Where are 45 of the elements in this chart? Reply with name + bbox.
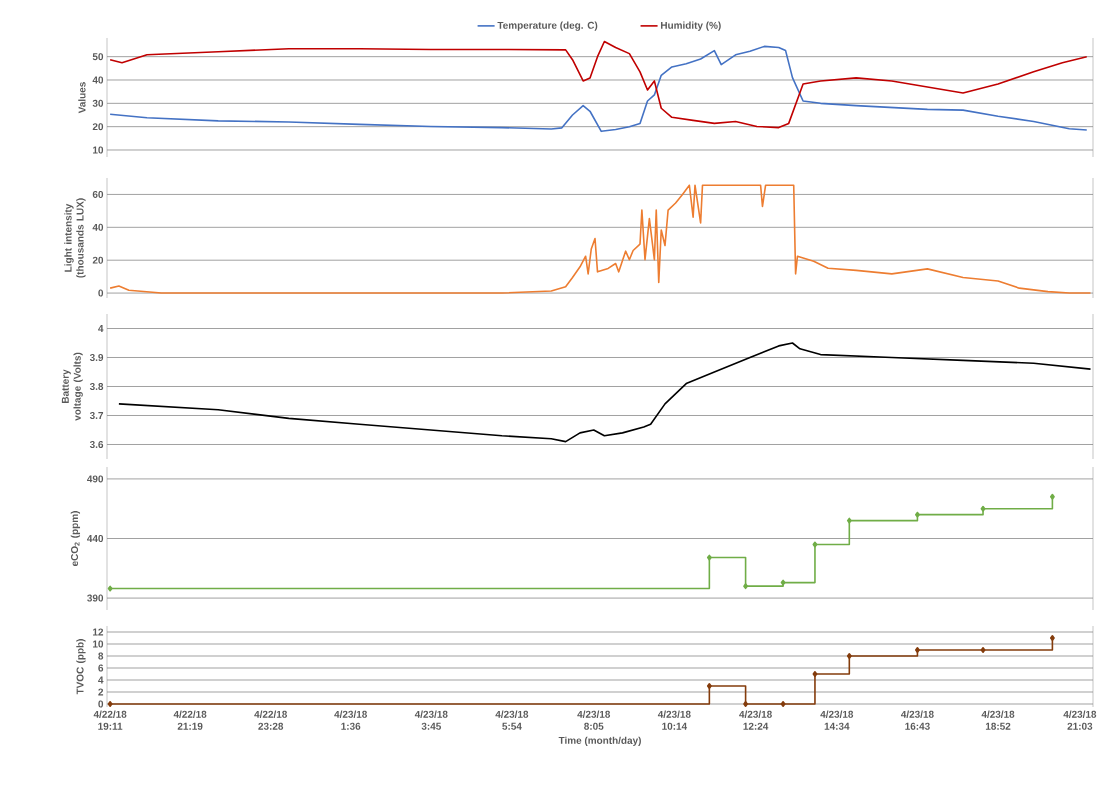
y-tick-label: 12 <box>93 628 104 636</box>
x-tick-label: 4/23/18 10:14 <box>657 710 691 730</box>
x-tick-label: 4/23/18 12:24 <box>739 710 772 730</box>
legend-label: Humidity (%) <box>661 21 721 31</box>
y-axis-title: Light intensity (thousands LUX) <box>64 198 86 278</box>
x-tick-label: 4/22/18 23:28 <box>254 710 288 730</box>
y-tick-label: 10 <box>93 146 104 154</box>
x-tick-label: 4/23/18 18:52 <box>981 710 1015 730</box>
x-tick-label: 4/22/18 21:19 <box>173 710 207 730</box>
x-tick-label: 4/23/18 3:45 <box>414 710 448 730</box>
y-tick-label: 20 <box>92 123 104 131</box>
y-tick-label: 390 <box>87 594 104 602</box>
y-tick-label: 3.7 <box>89 411 104 420</box>
y-axis-title: Battery voltage (Volts) <box>61 352 83 421</box>
y-tick-label: 40 <box>92 76 104 84</box>
x-tick-label: 4/23/18 21:03 <box>1063 710 1097 730</box>
y-tick-label: 3.8 <box>89 382 104 391</box>
x-tick-label: 4/23/18 8:05 <box>577 710 611 730</box>
y-tick-label: 60 <box>92 190 104 198</box>
y-tick-label: 2 <box>98 688 104 696</box>
y-axis-title: TVOC (ppb) <box>76 639 86 695</box>
y-tick-label: 440 <box>87 534 104 543</box>
y-tick-label: 30 <box>92 99 104 107</box>
y-tick-label: 0 <box>98 289 104 297</box>
y-tick-label: 490 <box>87 475 104 483</box>
x-tick-label: 4/22/18 19:11 <box>93 710 127 730</box>
x-tick-label: 4/23/18 5:54 <box>495 710 529 730</box>
legend-label: Temperature (deg. C) <box>497 21 598 31</box>
y-tick-label: 8 <box>98 652 104 660</box>
x-tick-label: 4/23/18 16:43 <box>900 710 934 730</box>
y-axis-title: eCO$_{2}$ (ppm) <box>70 511 81 567</box>
x-tick-label: 4/23/18 1:36 <box>334 710 368 730</box>
y-tick-label: 3.6 <box>89 440 104 449</box>
y-tick-label: 0 <box>98 700 104 708</box>
y-tick-label: 4 <box>98 325 104 332</box>
x-axis-title: Time (month/day) <box>558 736 641 746</box>
y-tick-label: 20 <box>92 256 104 264</box>
y-tick-label: 50 <box>92 53 104 61</box>
y-tick-label: 40 <box>92 223 104 231</box>
y-tick-label: 3.9 <box>89 353 104 362</box>
x-tick-label: 4/23/18 14:34 <box>820 710 854 730</box>
y-tick-label: 4 <box>98 676 104 684</box>
y-tick-label: 6 <box>98 664 104 672</box>
y-tick-label: 10 <box>93 640 104 648</box>
y-axis-title: Values <box>78 82 86 114</box>
